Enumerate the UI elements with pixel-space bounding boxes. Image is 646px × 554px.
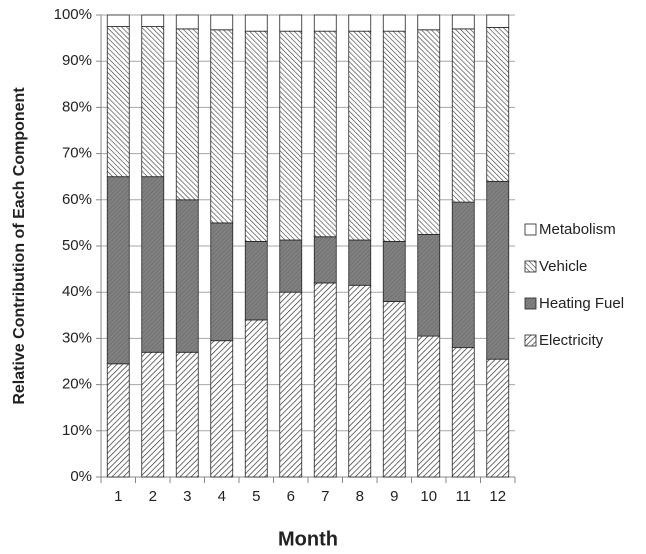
x-tick-label: 12 [489,488,506,505]
y-tick-label: 20% [62,376,92,393]
bar-segment [348,14,372,32]
bar-segment [106,176,130,365]
y-tick-label: 30% [62,329,92,346]
x-tick-label: 7 [321,488,329,505]
legend-swatch [524,260,537,273]
bar-segment [348,239,372,286]
x-tick-label: 9 [390,488,398,505]
bar-segment [451,201,475,349]
bar-segment [106,26,130,178]
bar-segment [382,14,406,32]
y-tick-label: 100% [54,6,92,23]
legend-label: Vehicle [539,258,587,275]
bar-segment [279,239,303,293]
bar-segment [210,14,234,31]
x-tick-label: 4 [218,488,226,505]
bar-segment [417,14,441,31]
bar-segment [244,14,268,32]
x-tick-label: 2 [149,488,157,505]
bar-segment [106,14,130,27]
bar-segment [313,14,337,32]
bar-segment [141,14,165,27]
bar-segment [348,30,372,241]
x-tick-label: 8 [356,488,364,505]
y-tick-label: 90% [62,52,92,69]
bar-segment [486,358,510,478]
bar-segment [382,30,406,242]
y-tick-label: 10% [62,422,92,439]
bar-segment [313,30,337,238]
bar-segment [210,222,234,342]
bar-segment [451,28,475,203]
bar-segment [279,30,303,241]
bar-segment [175,28,199,201]
bar-segment [210,340,234,478]
y-tick-label: 0% [70,468,92,485]
bar-segment [210,29,234,224]
x-tick-label: 11 [455,488,471,505]
bar-segment [244,30,268,242]
x-tick-label: 3 [183,488,191,505]
y-axis-label: Relative Contribution of Each Component [11,87,28,405]
x-tick-label: 10 [420,488,437,505]
legend-swatch [524,334,537,347]
y-tick-label: 60% [62,191,92,208]
bar-segment [348,284,372,478]
bar-segment [175,14,199,30]
bar-segment [486,180,510,360]
legend-label: Metabolism [539,221,616,238]
bar-segment [451,14,475,30]
legend-swatch [524,223,537,236]
bar-segment [382,301,406,478]
y-tick-label: 70% [62,145,92,162]
bar-segment [417,335,441,478]
bar-segment [244,319,268,478]
legend-label: Electricity [539,332,604,349]
x-axis-label: Month [278,528,338,550]
bar-segment [279,291,303,478]
x-tick-label: 1 [114,488,122,505]
bar-segment [382,240,406,302]
bar-segment [106,363,130,478]
bar-segment [141,351,165,478]
bar-segment [141,26,165,178]
bar-segment [175,199,199,353]
x-tick-label: 5 [252,488,260,505]
y-tick-label: 80% [62,98,92,115]
bar-segment [175,351,199,478]
bar-segment [141,176,165,353]
bar-segment [451,347,475,478]
bar-segment [417,29,441,235]
legend-label: Heating Fuel [539,295,624,312]
bar-segment [486,14,510,28]
legend-swatch [524,297,537,310]
bar-segment [279,14,303,32]
bar-segment [486,27,510,182]
bar-segment [313,282,337,478]
x-tick-label: 6 [287,488,295,505]
bar-segment [417,234,441,337]
bar-segment [313,236,337,284]
bar-segment [244,240,268,321]
y-tick-label: 40% [62,283,92,300]
y-tick-label: 50% [62,237,92,254]
